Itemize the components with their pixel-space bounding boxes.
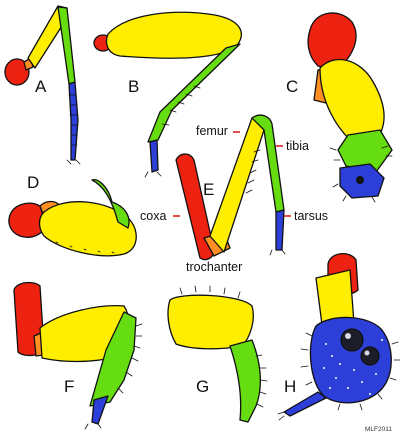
coxa-segment [307, 12, 357, 71]
tibia-segment [91, 179, 130, 229]
tarsal-pad [340, 328, 364, 352]
coxa-segment [8, 202, 47, 238]
panel-letter-g: G [196, 377, 209, 396]
femur-segment [167, 294, 254, 350]
label-tarsus: tarsus [294, 209, 328, 223]
label-femur: femur [196, 124, 228, 138]
panel-b: B [93, 11, 242, 178]
tibia-segment [147, 43, 241, 143]
tarsus-segment [68, 81, 79, 161]
panel-g: G [167, 285, 268, 423]
tarsus-segment [309, 316, 392, 404]
label-tibia: tibia [286, 139, 309, 153]
panel-c: C [286, 12, 393, 203]
panel-letter-f: F [64, 377, 74, 396]
panel-h: H [277, 253, 400, 421]
label-trochanter: trochanter [186, 260, 242, 274]
tarsal-pad [360, 346, 380, 366]
tibia-segment [229, 339, 261, 423]
panel-letter-b: B [128, 77, 139, 96]
tarsus-segment [149, 139, 159, 173]
panel-letter-c: C [286, 77, 298, 96]
femur-segment [105, 11, 242, 59]
femur-segment [38, 201, 137, 257]
coxa-segment [4, 58, 30, 86]
panel-a: A [4, 5, 81, 165]
femur-segment [209, 117, 267, 253]
panel-letter-e: E [203, 180, 214, 199]
panel-d: D [8, 173, 137, 257]
panel-letter-h: H [284, 377, 296, 396]
panel-letter-d: D [27, 173, 39, 192]
panel-letter-a: A [35, 77, 47, 96]
credit-label: MLF2011 [365, 426, 392, 433]
tarsus-segment [275, 209, 285, 251]
label-coxa: coxa [140, 209, 166, 223]
tarsus-segment [91, 395, 109, 425]
panel-e: E femur tibia coxa tarsus trochanter [140, 114, 328, 274]
femur-segment [319, 58, 385, 141]
tibia-segment [57, 6, 76, 85]
panel-f: F [13, 281, 143, 430]
